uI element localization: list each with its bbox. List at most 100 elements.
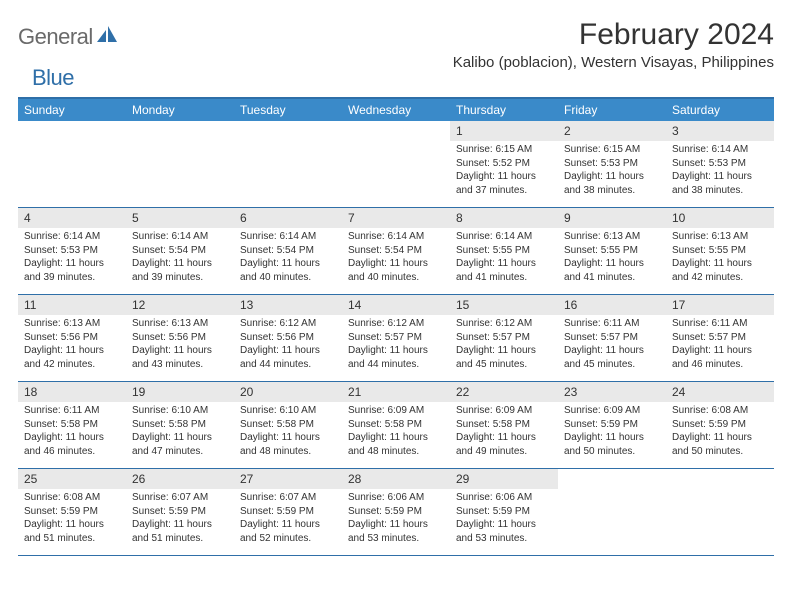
day-cell: 21Sunrise: 6:09 AMSunset: 5:58 PMDayligh…: [342, 382, 450, 468]
sunrise-text: Sunrise: 6:10 AM: [132, 404, 228, 418]
sunrise-text: Sunrise: 6:13 AM: [24, 317, 120, 331]
weekday-header-row: Sunday Monday Tuesday Wednesday Thursday…: [18, 99, 774, 121]
day-cell: 3Sunrise: 6:14 AMSunset: 5:53 PMDaylight…: [666, 121, 774, 207]
sunset-text: Sunset: 5:58 PM: [24, 418, 120, 432]
sunset-text: Sunset: 5:58 PM: [240, 418, 336, 432]
day-number: 10: [666, 208, 774, 228]
sunrise-text: Sunrise: 6:08 AM: [672, 404, 768, 418]
weekday-header: Thursday: [450, 99, 558, 121]
day-number: 27: [234, 469, 342, 489]
day-cell: 15Sunrise: 6:12 AMSunset: 5:57 PMDayligh…: [450, 295, 558, 381]
daylight-text: Daylight: 11 hours and 45 minutes.: [456, 344, 552, 371]
daylight-text: Daylight: 11 hours and 39 minutes.: [132, 257, 228, 284]
sunset-text: Sunset: 5:54 PM: [348, 244, 444, 258]
daylight-text: Daylight: 11 hours and 47 minutes.: [132, 431, 228, 458]
day-number: 15: [450, 295, 558, 315]
day-number: 17: [666, 295, 774, 315]
sunrise-text: Sunrise: 6:11 AM: [672, 317, 768, 331]
calendar-grid: Sunday Monday Tuesday Wednesday Thursday…: [18, 97, 774, 556]
sunset-text: Sunset: 5:54 PM: [132, 244, 228, 258]
day-number: 29: [450, 469, 558, 489]
day-body: Sunrise: 6:12 AMSunset: 5:56 PMDaylight:…: [234, 315, 342, 375]
logo-sails-icon: [97, 26, 119, 49]
sunrise-text: Sunrise: 6:09 AM: [348, 404, 444, 418]
day-body: Sunrise: 6:07 AMSunset: 5:59 PMDaylight:…: [234, 489, 342, 549]
sunrise-text: Sunrise: 6:14 AM: [240, 230, 336, 244]
day-cell: 28Sunrise: 6:06 AMSunset: 5:59 PMDayligh…: [342, 469, 450, 555]
sunrise-text: Sunrise: 6:09 AM: [456, 404, 552, 418]
sunrise-text: Sunrise: 6:11 AM: [24, 404, 120, 418]
weekday-header: Tuesday: [234, 99, 342, 121]
sunset-text: Sunset: 5:59 PM: [348, 505, 444, 519]
sunset-text: Sunset: 5:56 PM: [132, 331, 228, 345]
day-number: 16: [558, 295, 666, 315]
sunset-text: Sunset: 5:55 PM: [564, 244, 660, 258]
day-number: 20: [234, 382, 342, 402]
day-body: Sunrise: 6:09 AMSunset: 5:58 PMDaylight:…: [342, 402, 450, 462]
day-number: 13: [234, 295, 342, 315]
daylight-text: Daylight: 11 hours and 45 minutes.: [564, 344, 660, 371]
sunrise-text: Sunrise: 6:12 AM: [240, 317, 336, 331]
day-cell: 11Sunrise: 6:13 AMSunset: 5:56 PMDayligh…: [18, 295, 126, 381]
sunrise-text: Sunrise: 6:08 AM: [24, 491, 120, 505]
day-body: Sunrise: 6:14 AMSunset: 5:53 PMDaylight:…: [666, 141, 774, 201]
sunrise-text: Sunrise: 6:13 AM: [564, 230, 660, 244]
day-cell: 13Sunrise: 6:12 AMSunset: 5:56 PMDayligh…: [234, 295, 342, 381]
weekday-header: Wednesday: [342, 99, 450, 121]
day-cell: 17Sunrise: 6:11 AMSunset: 5:57 PMDayligh…: [666, 295, 774, 381]
daylight-text: Daylight: 11 hours and 38 minutes.: [564, 170, 660, 197]
sunrise-text: Sunrise: 6:06 AM: [456, 491, 552, 505]
day-body: Sunrise: 6:09 AMSunset: 5:59 PMDaylight:…: [558, 402, 666, 462]
sunset-text: Sunset: 5:57 PM: [456, 331, 552, 345]
month-title: February 2024: [453, 18, 774, 52]
sunset-text: Sunset: 5:53 PM: [24, 244, 120, 258]
day-body: Sunrise: 6:10 AMSunset: 5:58 PMDaylight:…: [126, 402, 234, 462]
sunrise-text: Sunrise: 6:07 AM: [132, 491, 228, 505]
day-cell: 16Sunrise: 6:11 AMSunset: 5:57 PMDayligh…: [558, 295, 666, 381]
day-body: Sunrise: 6:11 AMSunset: 5:57 PMDaylight:…: [666, 315, 774, 375]
day-body: Sunrise: 6:13 AMSunset: 5:55 PMDaylight:…: [666, 228, 774, 288]
day-number: 6: [234, 208, 342, 228]
calendar-page: General February 2024 Kalibo (poblacion)…: [0, 0, 792, 556]
sunset-text: Sunset: 5:56 PM: [240, 331, 336, 345]
day-cell: 19Sunrise: 6:10 AMSunset: 5:58 PMDayligh…: [126, 382, 234, 468]
day-body: Sunrise: 6:12 AMSunset: 5:57 PMDaylight:…: [450, 315, 558, 375]
day-number: 12: [126, 295, 234, 315]
day-body: Sunrise: 6:08 AMSunset: 5:59 PMDaylight:…: [666, 402, 774, 462]
sunset-text: Sunset: 5:55 PM: [672, 244, 768, 258]
day-body: Sunrise: 6:12 AMSunset: 5:57 PMDaylight:…: [342, 315, 450, 375]
day-cell: 29Sunrise: 6:06 AMSunset: 5:59 PMDayligh…: [450, 469, 558, 555]
daylight-text: Daylight: 11 hours and 40 minutes.: [348, 257, 444, 284]
day-body: Sunrise: 6:14 AMSunset: 5:54 PMDaylight:…: [234, 228, 342, 288]
day-number: 26: [126, 469, 234, 489]
daylight-text: Daylight: 11 hours and 40 minutes.: [240, 257, 336, 284]
sunset-text: Sunset: 5:59 PM: [24, 505, 120, 519]
day-cell: 23Sunrise: 6:09 AMSunset: 5:59 PMDayligh…: [558, 382, 666, 468]
day-cell: [126, 121, 234, 207]
day-body: Sunrise: 6:08 AMSunset: 5:59 PMDaylight:…: [18, 489, 126, 549]
sunrise-text: Sunrise: 6:10 AM: [240, 404, 336, 418]
day-body: Sunrise: 6:15 AMSunset: 5:53 PMDaylight:…: [558, 141, 666, 201]
day-cell: [18, 121, 126, 207]
daylight-text: Daylight: 11 hours and 41 minutes.: [456, 257, 552, 284]
daylight-text: Daylight: 11 hours and 53 minutes.: [348, 518, 444, 545]
day-cell: 7Sunrise: 6:14 AMSunset: 5:54 PMDaylight…: [342, 208, 450, 294]
day-cell: [666, 469, 774, 555]
day-number: 7: [342, 208, 450, 228]
day-body: Sunrise: 6:09 AMSunset: 5:58 PMDaylight:…: [450, 402, 558, 462]
day-cell: 4Sunrise: 6:14 AMSunset: 5:53 PMDaylight…: [18, 208, 126, 294]
day-body: Sunrise: 6:14 AMSunset: 5:55 PMDaylight:…: [450, 228, 558, 288]
daylight-text: Daylight: 11 hours and 46 minutes.: [24, 431, 120, 458]
day-body: Sunrise: 6:13 AMSunset: 5:56 PMDaylight:…: [126, 315, 234, 375]
day-body: Sunrise: 6:10 AMSunset: 5:58 PMDaylight:…: [234, 402, 342, 462]
day-body: Sunrise: 6:07 AMSunset: 5:59 PMDaylight:…: [126, 489, 234, 549]
day-cell: 18Sunrise: 6:11 AMSunset: 5:58 PMDayligh…: [18, 382, 126, 468]
sunset-text: Sunset: 5:58 PM: [456, 418, 552, 432]
sunset-text: Sunset: 5:54 PM: [240, 244, 336, 258]
daylight-text: Daylight: 11 hours and 51 minutes.: [24, 518, 120, 545]
daylight-text: Daylight: 11 hours and 49 minutes.: [456, 431, 552, 458]
sunset-text: Sunset: 5:52 PM: [456, 157, 552, 171]
sunset-text: Sunset: 5:57 PM: [564, 331, 660, 345]
sunrise-text: Sunrise: 6:13 AM: [672, 230, 768, 244]
day-number: 21: [342, 382, 450, 402]
